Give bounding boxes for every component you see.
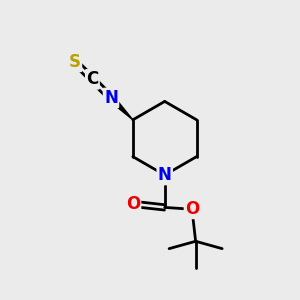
Text: O: O <box>126 196 140 214</box>
Polygon shape <box>109 96 133 120</box>
Text: O: O <box>185 200 199 218</box>
Text: S: S <box>69 53 81 71</box>
Text: N: N <box>104 89 118 107</box>
Text: C: C <box>86 70 98 88</box>
Text: N: N <box>158 166 172 184</box>
